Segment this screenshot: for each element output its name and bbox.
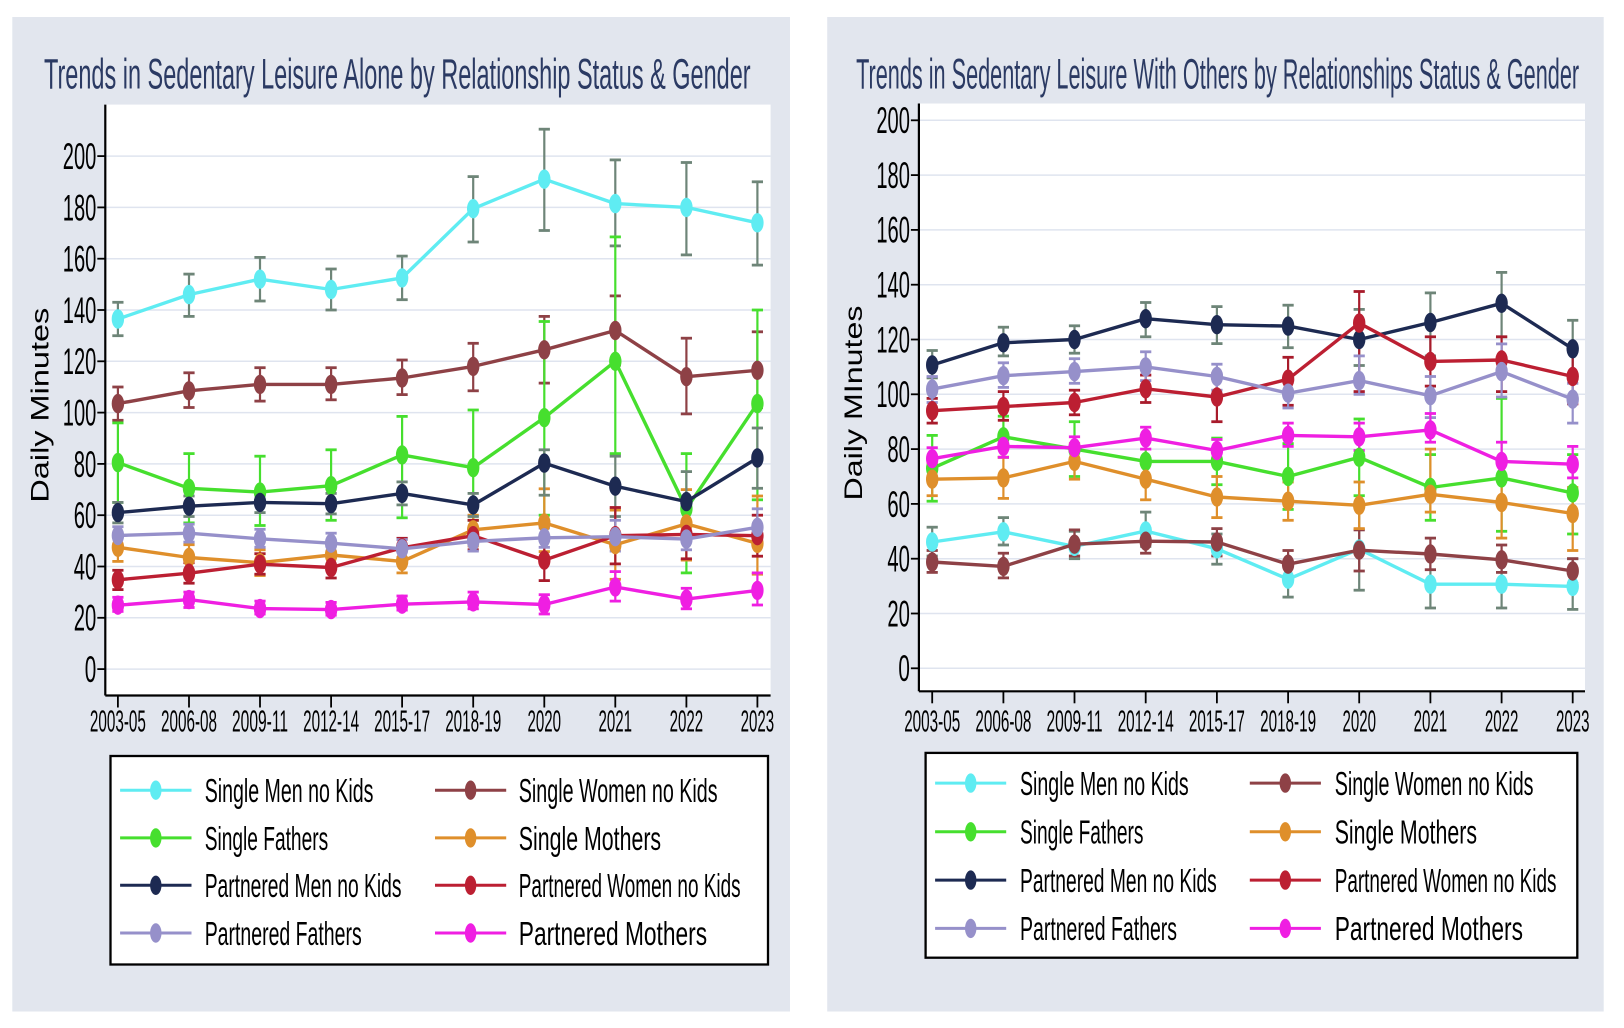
svg-text:Single Men no Kids: Single Men no Kids bbox=[1020, 765, 1189, 802]
svg-text:Single Men no Kids: Single Men no Kids bbox=[205, 772, 374, 809]
svg-text:120: 120 bbox=[63, 341, 97, 382]
svg-text:120: 120 bbox=[876, 319, 910, 360]
svg-text:2006-08: 2006-08 bbox=[975, 704, 1031, 739]
svg-text:0: 0 bbox=[898, 648, 910, 689]
svg-text:Single Women no Kids: Single Women no Kids bbox=[1335, 765, 1534, 802]
svg-text:100: 100 bbox=[876, 374, 910, 415]
svg-text:Trends in Sedentary Leisure Wi: Trends in Sedentary Leisure With Others … bbox=[856, 50, 1579, 97]
svg-text:Partnered Mothers: Partnered Mothers bbox=[1335, 910, 1523, 947]
svg-text:2018-19: 2018-19 bbox=[445, 704, 501, 739]
svg-text:160: 160 bbox=[876, 210, 910, 251]
svg-text:Partnered Women no Kids: Partnered Women no Kids bbox=[1335, 862, 1557, 899]
svg-text:2009-11: 2009-11 bbox=[1047, 704, 1103, 739]
svg-text:2015-17: 2015-17 bbox=[374, 704, 430, 739]
svg-text:60: 60 bbox=[74, 495, 97, 536]
svg-text:100: 100 bbox=[63, 393, 97, 434]
svg-text:40: 40 bbox=[74, 546, 97, 587]
svg-text:2022: 2022 bbox=[670, 704, 704, 739]
svg-text:2006-08: 2006-08 bbox=[161, 704, 217, 739]
svg-text:Single Fathers: Single Fathers bbox=[205, 820, 329, 857]
svg-text:2018-19: 2018-19 bbox=[1260, 704, 1316, 739]
svg-text:180: 180 bbox=[876, 155, 910, 196]
svg-text:2023: 2023 bbox=[1556, 704, 1590, 739]
svg-text:160: 160 bbox=[63, 239, 97, 280]
svg-text:2022: 2022 bbox=[1485, 704, 1519, 739]
svg-text:Daily MInutes: Daily MInutes bbox=[840, 306, 868, 501]
svg-text:Partnered Mothers: Partnered Mothers bbox=[519, 915, 707, 952]
svg-text:2003-05: 2003-05 bbox=[90, 704, 146, 739]
svg-text:2012-14: 2012-14 bbox=[303, 704, 359, 739]
svg-text:2020: 2020 bbox=[528, 704, 562, 739]
svg-text:Single Mothers: Single Mothers bbox=[1335, 814, 1477, 851]
svg-text:2021: 2021 bbox=[599, 704, 633, 739]
svg-text:2003-05: 2003-05 bbox=[904, 704, 960, 739]
svg-text:2020: 2020 bbox=[1342, 704, 1376, 739]
svg-text:20: 20 bbox=[887, 593, 910, 634]
svg-text:40: 40 bbox=[887, 539, 910, 580]
svg-text:2023: 2023 bbox=[741, 704, 775, 739]
svg-text:2012-14: 2012-14 bbox=[1118, 704, 1174, 739]
svg-text:200: 200 bbox=[63, 136, 97, 177]
svg-text:Partnered Fathers: Partnered Fathers bbox=[205, 915, 362, 952]
svg-text:140: 140 bbox=[876, 265, 910, 306]
svg-text:Trends in Sedentary Leisure Al: Trends in Sedentary Leisure Alone by Rel… bbox=[44, 50, 751, 97]
svg-text:80: 80 bbox=[74, 444, 97, 485]
svg-text:20: 20 bbox=[74, 598, 97, 639]
svg-text:0: 0 bbox=[85, 649, 97, 690]
svg-text:140: 140 bbox=[63, 290, 97, 331]
svg-text:Partnered Men no Kids: Partnered Men no Kids bbox=[205, 867, 402, 904]
svg-text:60: 60 bbox=[887, 484, 910, 525]
svg-text:180: 180 bbox=[63, 187, 97, 228]
svg-text:2015-17: 2015-17 bbox=[1189, 704, 1245, 739]
svg-text:200: 200 bbox=[876, 100, 910, 141]
svg-text:Single Mothers: Single Mothers bbox=[519, 820, 661, 857]
svg-text:Partnered Women no Kids: Partnered Women no Kids bbox=[519, 867, 741, 904]
svg-text:2021: 2021 bbox=[1414, 704, 1448, 739]
svg-text:Daily Minutes: Daily Minutes bbox=[27, 308, 55, 503]
svg-text:Single Fathers: Single Fathers bbox=[1020, 814, 1144, 851]
svg-text:Partnered Men no Kids: Partnered Men no Kids bbox=[1020, 862, 1217, 899]
svg-text:80: 80 bbox=[887, 429, 910, 470]
svg-text:2009-11: 2009-11 bbox=[232, 704, 288, 739]
svg-text:Partnered Fathers: Partnered Fathers bbox=[1020, 910, 1177, 947]
svg-text:Single Women no Kids: Single Women no Kids bbox=[519, 772, 718, 809]
